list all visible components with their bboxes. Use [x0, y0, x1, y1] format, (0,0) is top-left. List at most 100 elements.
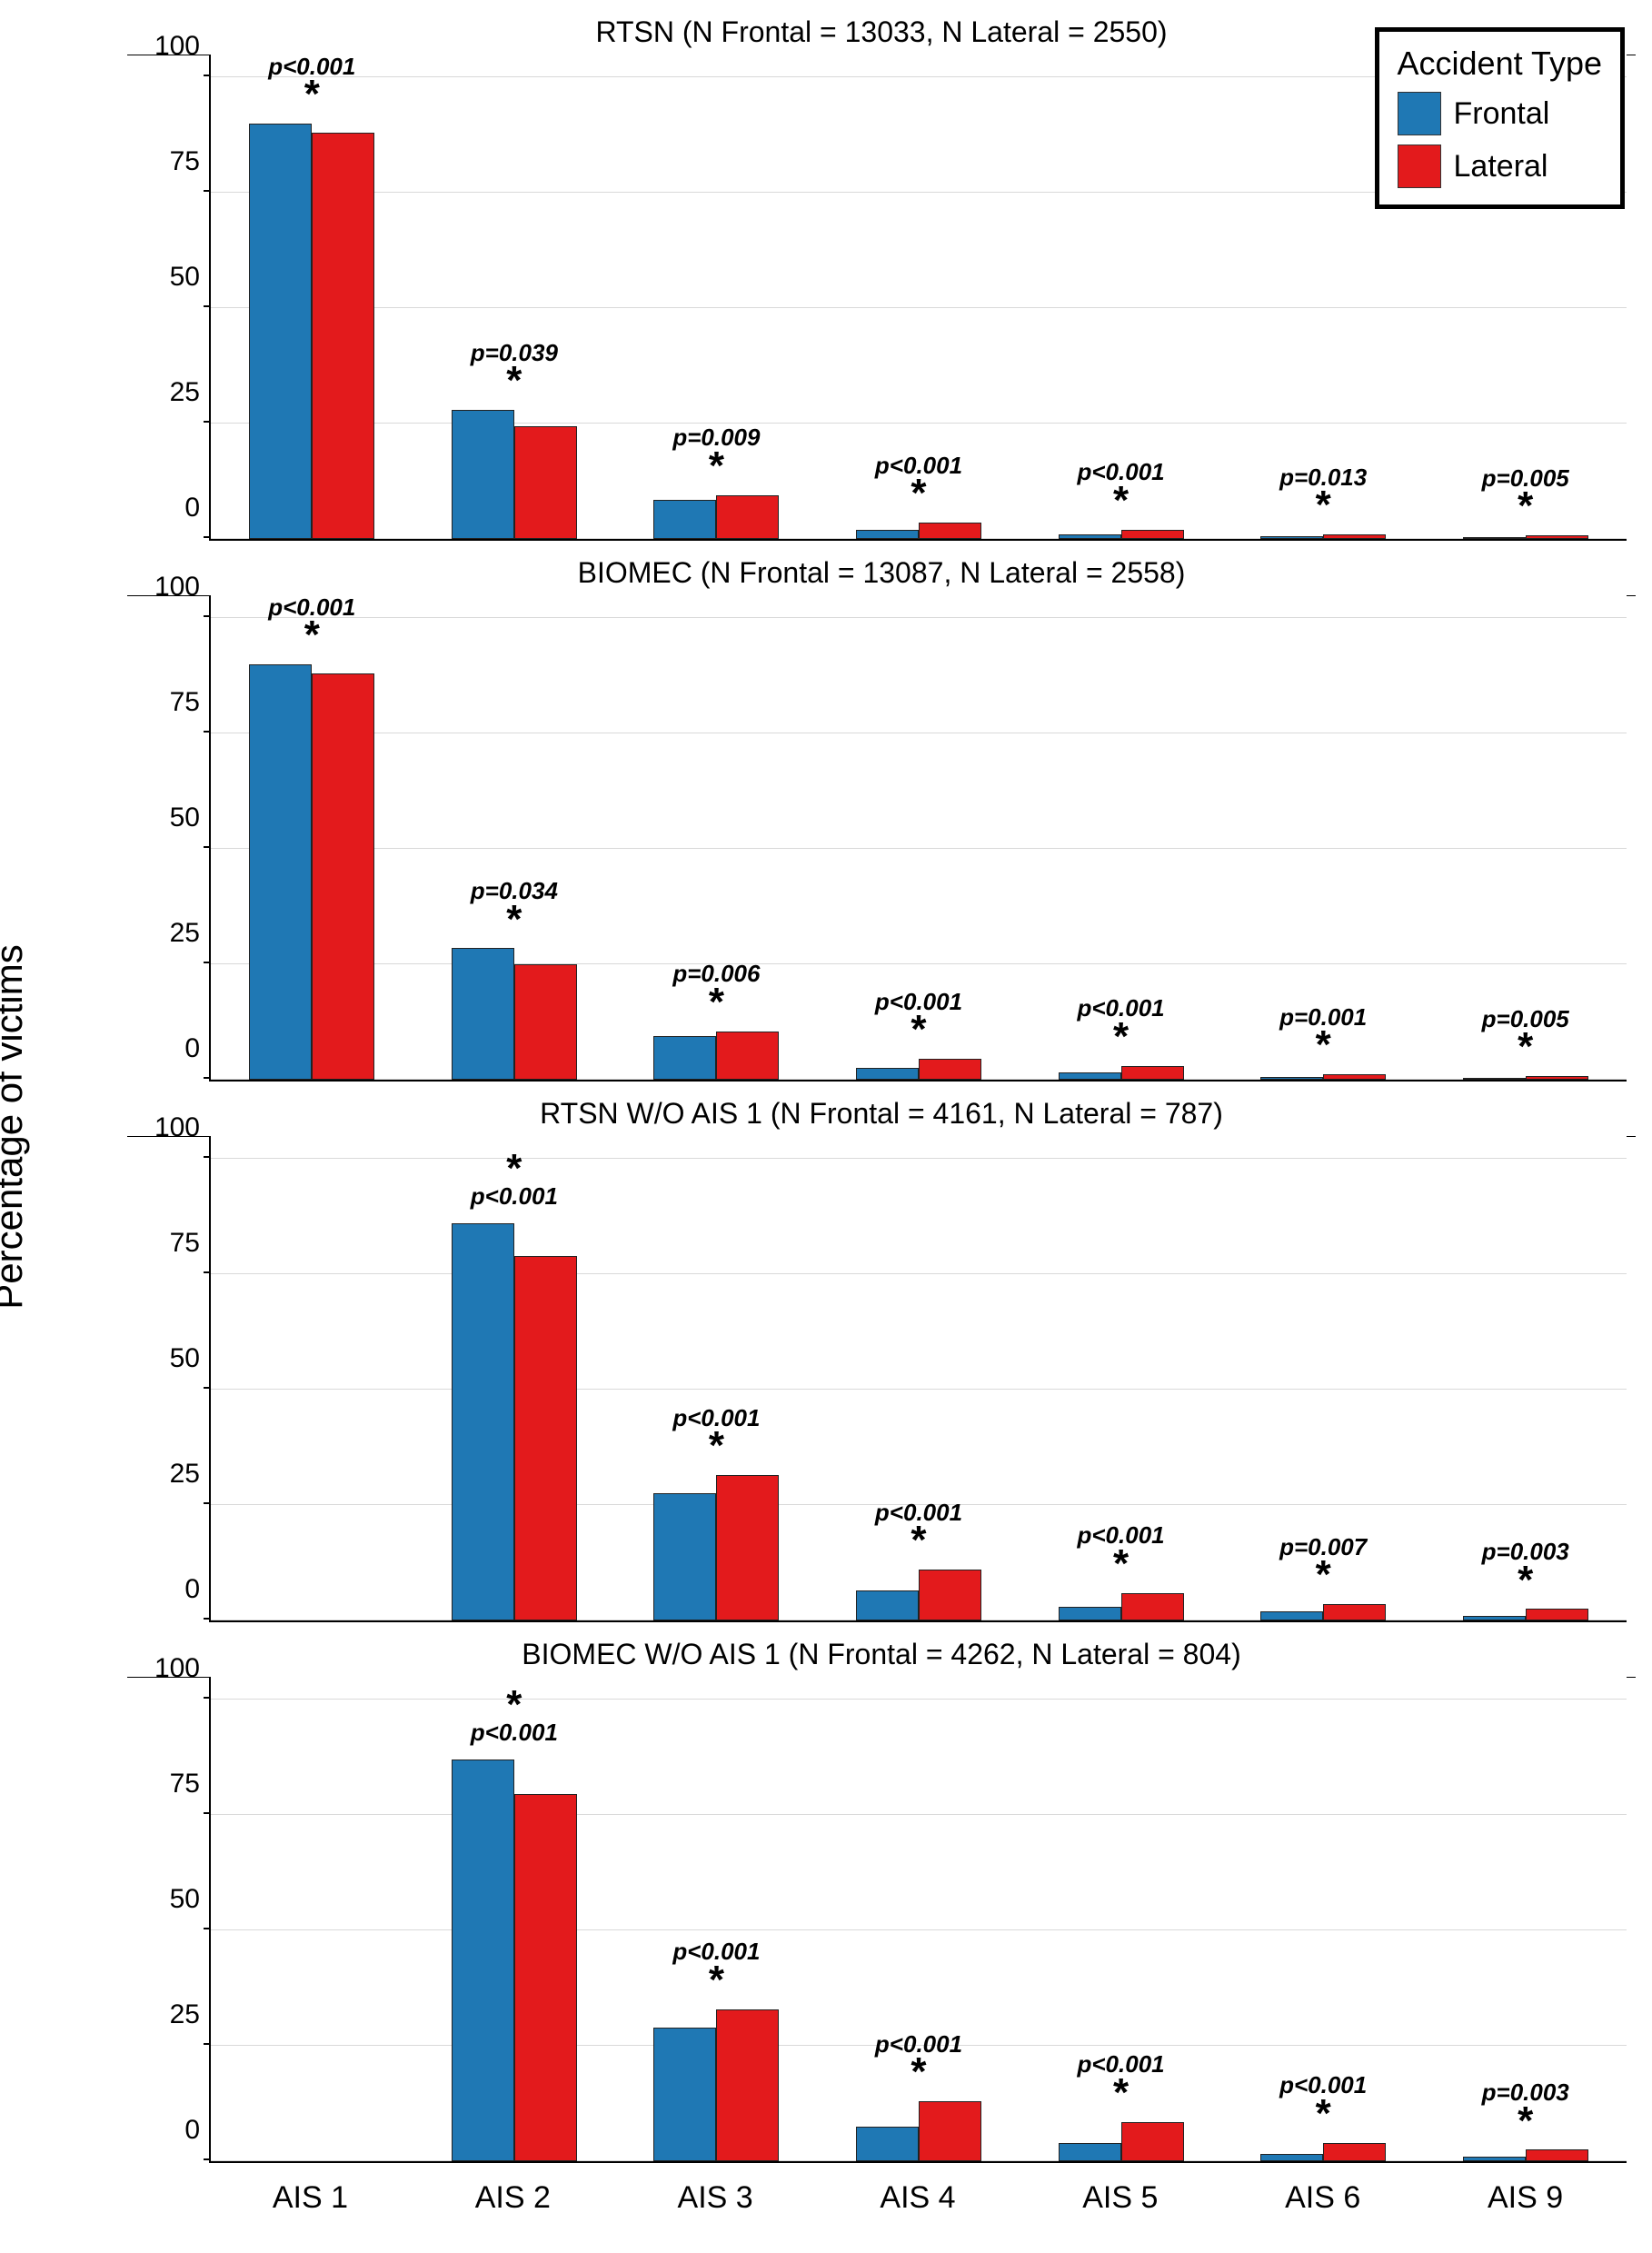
bar-group: [653, 1677, 779, 2161]
y-tick-mark: [204, 615, 211, 617]
p-value-annotation: *p<0.001: [471, 1690, 558, 1745]
significance-star-icon: *: [875, 1016, 962, 1044]
panel-title: BIOMEC W/O AIS 1 (N Frontal = 4262, N La…: [127, 1631, 1636, 1678]
bar-frontal: [452, 948, 514, 1080]
p-value-annotation: p=0.034*: [471, 878, 558, 933]
p-value-annotation: p<0.001*: [1077, 995, 1164, 1051]
y-tick-label: 75: [170, 1228, 200, 1259]
bar-frontal: [856, 530, 919, 539]
panel-title: BIOMEC (N Frontal = 13087, N Lateral = 2…: [127, 550, 1636, 596]
y-tick-mark: [204, 2158, 211, 2160]
y-tick-label: 50: [170, 803, 200, 833]
y-axis-title: Percentage of victims: [0, 944, 31, 1310]
significance-star-icon: *: [471, 1691, 558, 1720]
bar-frontal: [452, 1223, 514, 1620]
significance-star-icon: *: [1482, 1033, 1569, 1062]
significance-star-icon: *: [672, 453, 760, 481]
significance-star-icon: *: [1482, 493, 1569, 521]
plot-area: 0255075100*p<0.001p<0.001*p<0.001*p<0.00…: [209, 1136, 1627, 1622]
legend-item-lateral: Lateral: [1398, 145, 1602, 188]
significance-star-icon: *: [1482, 1567, 1569, 1595]
p-value-annotation: p=0.039*: [471, 340, 558, 395]
y-tick-label: 25: [170, 1459, 200, 1490]
bar-frontal: [856, 1590, 919, 1620]
p-value-annotation: p<0.001*: [672, 1405, 760, 1460]
significance-star-icon: *: [1279, 1032, 1367, 1060]
y-tick-label: 25: [170, 1999, 200, 2030]
bar-group: [452, 1677, 577, 2161]
p-value-annotation: p=0.005*: [1482, 1006, 1569, 1062]
y-tick-label: 0: [184, 1574, 200, 1605]
y-tick-mark: [204, 1928, 211, 1929]
legend-label-frontal: Frontal: [1454, 96, 1550, 132]
legend-item-frontal: Frontal: [1398, 92, 1602, 135]
y-tick-mark: [204, 2043, 211, 2045]
plot-area: 0255075100*p<0.001p<0.001*p<0.001*p<0.00…: [209, 1677, 1627, 2163]
significance-star-icon: *: [1077, 2079, 1164, 2108]
bar-frontal: [1059, 1072, 1121, 1080]
p-value-annotation: p<0.001*: [672, 1939, 760, 1994]
x-tick-label: AIS 9: [1488, 2180, 1563, 2216]
y-tick-mark: [204, 1502, 211, 1504]
bar-lateral: [1526, 1609, 1588, 1620]
y-tick-mark: [204, 1697, 211, 1699]
bar-frontal: [653, 500, 716, 539]
bar-group: [249, 1136, 374, 1620]
y-tick-mark: [204, 962, 211, 963]
bar-lateral: [1121, 530, 1184, 539]
x-tick-label: AIS 4: [880, 2180, 955, 2216]
bar-frontal: [653, 1036, 716, 1080]
significance-star-icon: *: [471, 1155, 558, 1183]
bar-group: [249, 595, 374, 1080]
bar-lateral: [1323, 1074, 1386, 1080]
p-value-annotation: p<0.001*: [875, 1500, 962, 1555]
significance-star-icon: *: [1482, 2108, 1569, 2136]
y-tick-label: 50: [170, 262, 200, 293]
significance-star-icon: *: [672, 989, 760, 1017]
legend: Accident Type Frontal Lateral: [1375, 27, 1625, 209]
bar-frontal: [1463, 537, 1526, 539]
bar-lateral: [919, 523, 981, 539]
bar-lateral: [1526, 2149, 1588, 2161]
bar-frontal: [856, 1068, 919, 1080]
panel-rtsn-wo: RTSN W/O AIS 1 (N Frontal = 4161, N Late…: [127, 1091, 1636, 1631]
bar-group: [452, 55, 577, 539]
p-value-annotation: p<0.001*: [875, 453, 962, 508]
p-value-annotation: p=0.003*: [1482, 1539, 1569, 1594]
bar-frontal: [249, 124, 312, 539]
bar-lateral: [312, 673, 374, 1080]
y-tick-mark: [204, 1077, 211, 1079]
bar-lateral: [919, 1570, 981, 1620]
p-value-annotation: p<0.001*: [268, 54, 355, 109]
significance-star-icon: *: [471, 367, 558, 395]
significance-star-icon: *: [875, 480, 962, 508]
y-tick-label: 50: [170, 1343, 200, 1374]
significance-star-icon: *: [268, 622, 355, 650]
panel-biomec-wo: BIOMEC W/O AIS 1 (N Frontal = 4262, N La…: [127, 1631, 1636, 2172]
legend-key-frontal: [1398, 92, 1441, 135]
bar-frontal: [653, 1493, 716, 1620]
y-tick-mark: [204, 190, 211, 192]
y-tick-label: 100: [154, 572, 200, 603]
bar-lateral: [1121, 1593, 1184, 1620]
bar-lateral: [716, 1032, 779, 1080]
bar-lateral: [514, 426, 577, 539]
significance-star-icon: *: [1077, 1550, 1164, 1579]
legend-label-lateral: Lateral: [1454, 149, 1548, 184]
bar-frontal: [1059, 1607, 1121, 1620]
y-tick-mark: [204, 731, 211, 733]
significance-star-icon: *: [1077, 1023, 1164, 1052]
p-value-annotation: p=0.009*: [672, 424, 760, 480]
bar-frontal: [856, 2127, 919, 2161]
panels-container: RTSN (N Frontal = 13033, N Lateral = 255…: [127, 9, 1636, 2172]
p-value-annotation: p=0.005*: [1482, 465, 1569, 521]
p-value-annotation: p<0.001*: [1279, 2072, 1367, 2128]
p-value-annotation: p=0.001*: [1279, 1004, 1367, 1060]
p-value-annotation: p<0.001*: [875, 2031, 962, 2087]
significance-star-icon: *: [268, 81, 355, 109]
bar-lateral: [716, 2009, 779, 2162]
p-value-annotation: p=0.003*: [1482, 2079, 1569, 2135]
bar-frontal: [1463, 1078, 1526, 1080]
legend-items: Frontal Lateral: [1398, 92, 1602, 188]
bar-group: [452, 595, 577, 1080]
